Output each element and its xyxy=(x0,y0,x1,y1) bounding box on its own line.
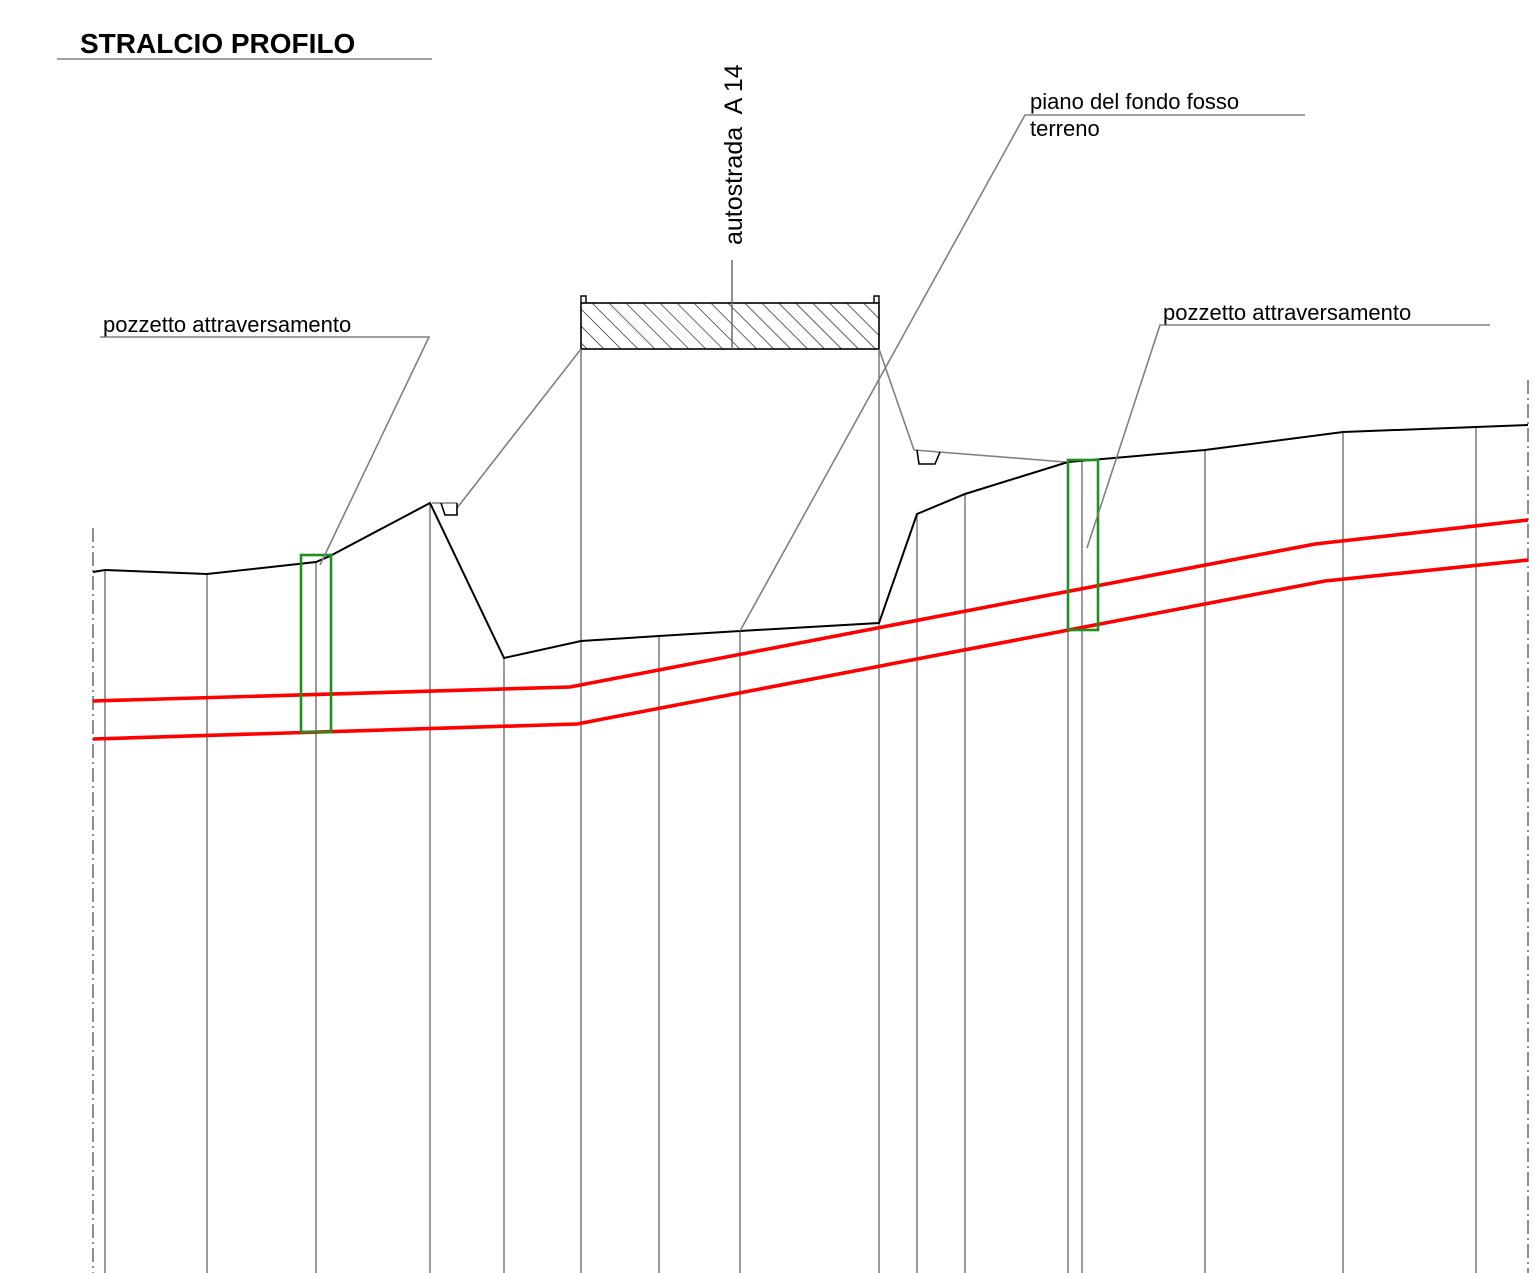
ditch-left xyxy=(440,502,458,516)
highway-label: autostrada A 14 xyxy=(720,64,748,245)
terrain-label: terreno xyxy=(1030,116,1100,141)
highway-pavement-hatch xyxy=(580,302,880,350)
manhole-left-label: pozzetto attraversamento xyxy=(103,312,351,337)
highway-embankment xyxy=(432,260,1066,516)
ground-profile-line xyxy=(92,424,1529,660)
drawing-title: STRALCIO PROFILO xyxy=(80,28,355,59)
embankment-slope-left xyxy=(456,348,582,509)
manhole-right xyxy=(1066,458,1100,632)
pipe-top-line xyxy=(92,518,1529,703)
leader-ditch-bottom xyxy=(739,114,1305,632)
manhole-left xyxy=(299,553,333,734)
ditch-right xyxy=(916,449,941,465)
manhole-right-label: pozzetto attraversamento xyxy=(1163,300,1411,325)
ditch-bottom-label: piano del fondo fosso xyxy=(1030,89,1239,114)
pipe-bottom-line xyxy=(92,558,1529,741)
leader-lines xyxy=(100,114,1490,632)
leader-manhole-left xyxy=(100,336,431,566)
highway-guardrail-right xyxy=(873,295,880,303)
highway-guardrail-left xyxy=(580,295,587,303)
section-lines xyxy=(104,349,1477,1273)
embankment-slope-right xyxy=(878,348,915,451)
leader-manhole-right xyxy=(1086,324,1490,549)
